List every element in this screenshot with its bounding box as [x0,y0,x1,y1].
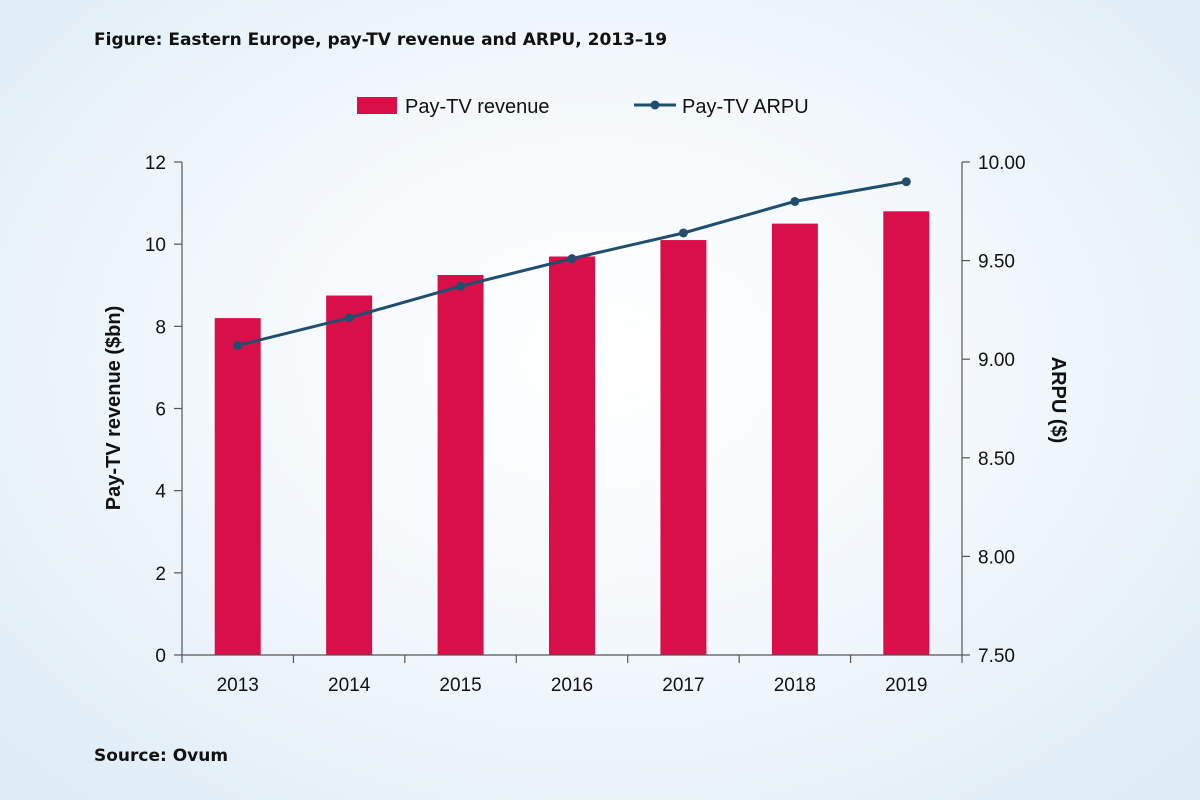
figure-title: Figure: Eastern Europe, pay-TV revenue a… [94,30,668,50]
left-tick-label: 0 [155,646,166,667]
x-tick-label: 2019 [885,675,927,696]
legend-label-revenue: Pay-TV revenue [405,96,550,118]
x-tick-label: 2017 [662,675,704,696]
legend-swatch-revenue [357,97,397,114]
right-tick-label: 9.50 [978,252,1015,273]
arpu-point-2015 [456,281,466,291]
bar-2016 [549,256,595,655]
arpu-point-2019 [901,177,911,187]
right-tick-label: 10.00 [978,153,1026,174]
left-tick-label: 4 [155,482,166,503]
arpu-point-2013 [233,340,243,350]
x-tick-label: 2013 [217,675,259,696]
bar-2013 [214,318,261,655]
left-tick-label: 12 [145,153,166,174]
arpu-point-2018 [790,196,800,206]
legend-marker-arpu [650,100,660,110]
bar-2014 [326,295,373,655]
left-tick-label: 2 [155,564,166,585]
legend: Pay-TV revenue Pay-TV ARPU [357,96,809,118]
right-tick-label: 8.50 [978,449,1015,470]
bar-2018 [771,223,818,655]
x-tick-label: 2016 [551,675,593,696]
arpu-line-group [233,177,911,350]
left-tick-label: 6 [155,400,166,421]
bar-2015 [437,274,484,655]
x-tick-label: 2015 [439,675,481,696]
arpu-point-2016 [567,254,577,264]
left-tick-label: 8 [155,317,166,338]
arpu-point-2014 [344,313,354,323]
bars-group [214,211,930,656]
right-tick-label: 7.50 [978,646,1015,667]
figure-source: Source: Ovum [94,746,229,766]
right-tick-label: 8.00 [978,547,1015,568]
legend-label-arpu: Pay-TV ARPU [682,96,809,118]
left-axis-title: Pay-TV revenue ($bn) [103,306,125,511]
x-tick-label: 2014 [328,675,371,696]
bar-2017 [660,240,707,655]
bar-2019 [883,211,930,656]
right-axis-title: ARPU ($) [1047,357,1069,444]
axes-group: 0 2 4 6 8 10 12 7.50 8.00 8.50 9.00 9.50 10.00 2013 20… [145,153,1026,696]
right-tick-label: 9.00 [978,350,1015,371]
left-tick-label: 10 [145,235,166,256]
x-tick-label: 2018 [774,675,816,696]
arpu-point-2017 [678,228,688,238]
